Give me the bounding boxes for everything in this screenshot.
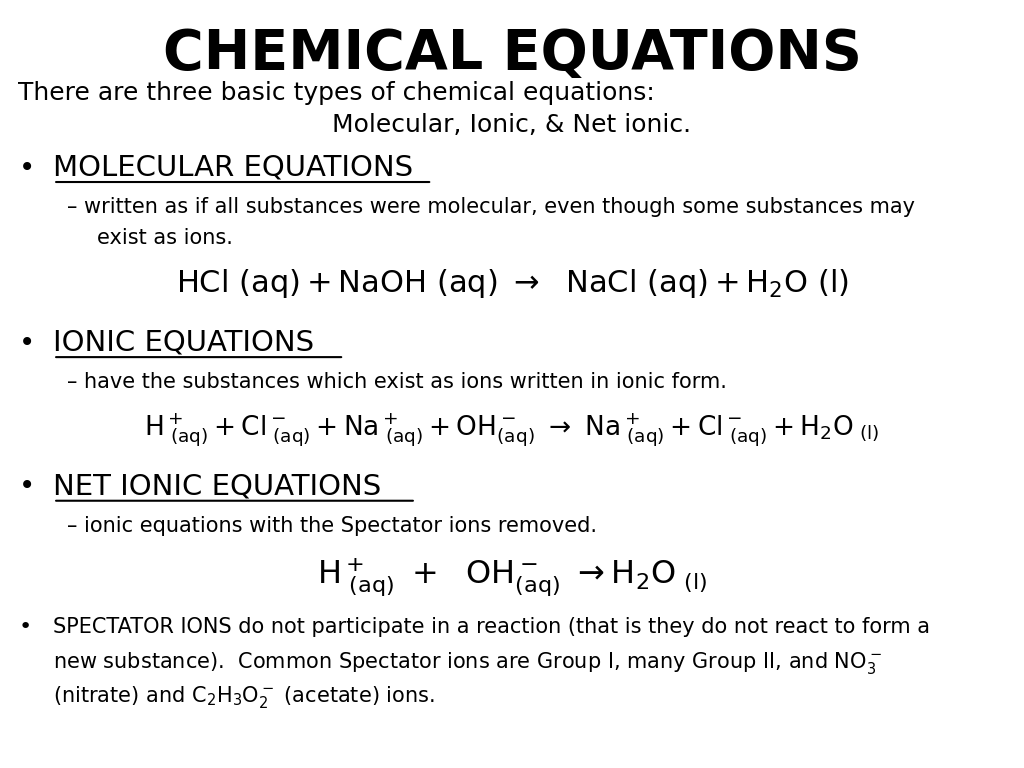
Text: •: • xyxy=(18,617,32,637)
Text: – written as if all substances were molecular, even though some substances may: – written as if all substances were mole… xyxy=(67,197,914,217)
Text: •: • xyxy=(18,472,35,500)
Text: Molecular, Ionic, & Net ionic.: Molecular, Ionic, & Net ionic. xyxy=(333,113,691,137)
Text: There are three basic types of chemical equations:: There are three basic types of chemical … xyxy=(18,81,655,104)
Text: – ionic equations with the Spectator ions removed.: – ionic equations with the Spectator ion… xyxy=(67,516,597,536)
Text: – have the substances which exist as ions written in ionic form.: – have the substances which exist as ion… xyxy=(67,372,726,392)
Text: NET IONIC EQUATIONS: NET IONIC EQUATIONS xyxy=(53,472,382,500)
Text: $\mathregular{H^+_{\ (aq)} + Cl^-_{\ (aq)} + Na^+_{\ (aq)} + OH^-_{(aq)}\ \right: $\mathregular{H^+_{\ (aq)} + Cl^-_{\ (aq… xyxy=(144,412,880,449)
Text: IONIC EQUATIONS: IONIC EQUATIONS xyxy=(53,329,314,356)
Text: $\mathregular{H^+_{\ (aq)}\ +\ \ OH^-_{(aq)}\ \rightarrow H_2O_{\ (l)}}$: $\mathregular{H^+_{\ (aq)}\ +\ \ OH^-_{(… xyxy=(317,555,707,598)
Text: CHEMICAL EQUATIONS: CHEMICAL EQUATIONS xyxy=(163,27,861,81)
Text: $\mathregular{HCl\ (aq) + NaOH\ (aq)\ \rightarrow \ \ NaCl\ (aq) + H_2O\ (l)}$: $\mathregular{HCl\ (aq) + NaOH\ (aq)\ \r… xyxy=(175,267,849,300)
Text: •: • xyxy=(18,154,35,181)
Text: new substance).  Common Spectator ions are Group I, many Group II, and NO$_3^-$: new substance). Common Spectator ions ar… xyxy=(53,650,882,677)
Text: exist as ions.: exist as ions. xyxy=(97,228,233,248)
Text: SPECTATOR IONS do not participate in a reaction (that is they do not react to fo: SPECTATOR IONS do not participate in a r… xyxy=(53,617,930,637)
Text: MOLECULAR EQUATIONS: MOLECULAR EQUATIONS xyxy=(53,154,414,181)
Text: •: • xyxy=(18,329,35,356)
Text: (nitrate) and C$_2$H$_3$O$_2^-$ (acetate) ions.: (nitrate) and C$_2$H$_3$O$_2^-$ (acetate… xyxy=(53,684,435,710)
